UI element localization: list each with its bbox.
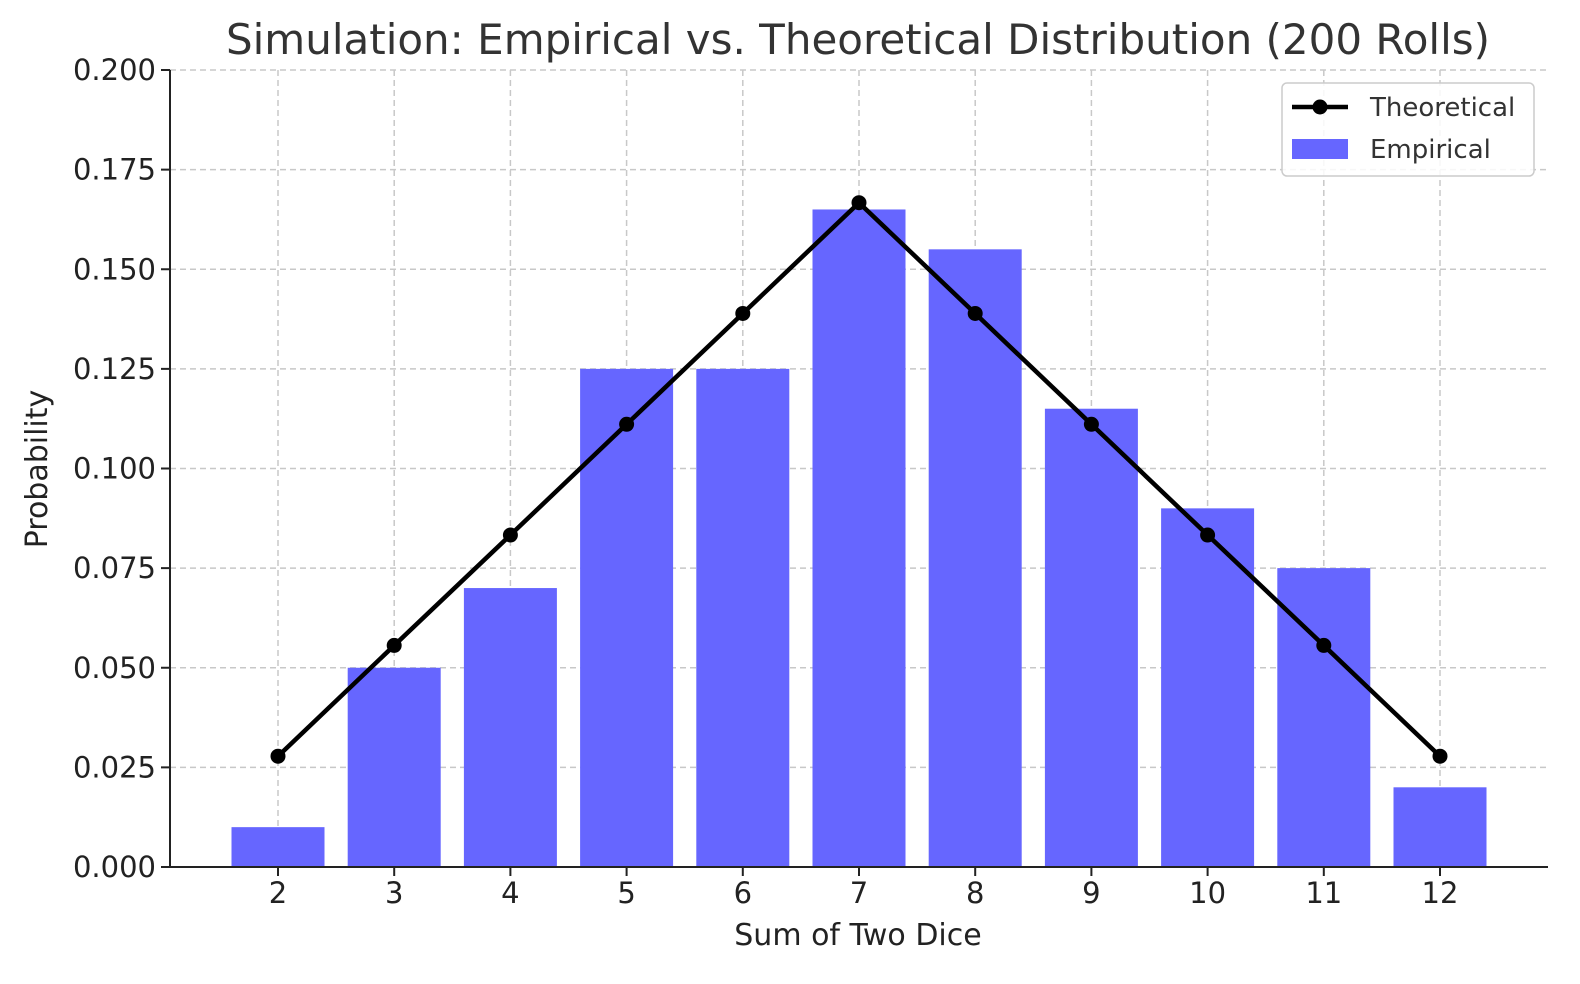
y-tick-label: 0.200 bbox=[73, 53, 156, 87]
theoretical-point-3 bbox=[386, 637, 402, 653]
legend-label: Empirical bbox=[1370, 135, 1491, 165]
y-tick-label: 0.050 bbox=[73, 651, 156, 685]
theoretical-point-6 bbox=[735, 305, 751, 321]
legend-label: Theoretical bbox=[1369, 93, 1515, 123]
legend-swatch-empirical bbox=[1292, 139, 1348, 159]
x-axis-label: Sum of Two Dice bbox=[734, 918, 981, 953]
theoretical-point-11 bbox=[1316, 637, 1332, 653]
tick-layer: 0.000 0.025 0.050 0.075 0.100 0.125 0.150 0.175… bbox=[73, 53, 1458, 910]
bar-empirical-6 bbox=[696, 368, 790, 867]
line-layer bbox=[270, 195, 1448, 764]
theoretical-point-12 bbox=[1432, 748, 1448, 764]
theoretical-point-5 bbox=[619, 416, 635, 432]
bar-empirical-3 bbox=[347, 667, 441, 867]
bar-empirical-7 bbox=[812, 209, 906, 868]
bar-layer bbox=[231, 209, 1487, 868]
x-tick-label: 11 bbox=[1305, 876, 1342, 910]
x-tick-label: 7 bbox=[850, 876, 868, 910]
x-tick-label: 10 bbox=[1189, 876, 1226, 910]
theoretical-point-7 bbox=[851, 195, 867, 211]
bar-empirical-8 bbox=[928, 249, 1022, 867]
bar-empirical-12 bbox=[1393, 787, 1487, 867]
chart-title: Simulation: Empirical vs. Theoretical Di… bbox=[226, 15, 1490, 64]
theoretical-point-4 bbox=[502, 527, 518, 543]
y-tick-label: 0.150 bbox=[73, 252, 156, 286]
theoretical-point-9 bbox=[1083, 416, 1099, 432]
y-tick-label: 0.100 bbox=[73, 452, 156, 486]
bar-empirical-10 bbox=[1161, 508, 1255, 867]
bar-empirical-9 bbox=[1044, 408, 1138, 867]
y-axis-label: Probability bbox=[20, 390, 55, 549]
x-tick-label: 12 bbox=[1422, 876, 1459, 910]
x-tick-label: 3 bbox=[385, 876, 403, 910]
theoretical-point-2 bbox=[270, 748, 286, 764]
theoretical-point-8 bbox=[967, 305, 983, 321]
bar-empirical-5 bbox=[580, 368, 674, 867]
y-tick-label: 0.175 bbox=[73, 153, 156, 187]
legend-swatch-theoretical-marker bbox=[1312, 99, 1328, 115]
x-tick-label: 4 bbox=[501, 876, 519, 910]
bar-empirical-2 bbox=[231, 827, 325, 867]
bar-empirical-4 bbox=[463, 588, 557, 867]
x-tick-label: 2 bbox=[269, 876, 287, 910]
y-tick-label: 0.000 bbox=[73, 850, 156, 884]
x-tick-label: 9 bbox=[1082, 876, 1100, 910]
x-tick-label: 6 bbox=[734, 876, 752, 910]
y-tick-label: 0.125 bbox=[73, 352, 156, 386]
y-tick-label: 0.075 bbox=[73, 551, 156, 585]
y-tick-label: 0.025 bbox=[73, 750, 156, 784]
x-tick-label: 8 bbox=[966, 876, 984, 910]
theoretical-point-10 bbox=[1200, 527, 1216, 543]
legend: Theoretical Empirical bbox=[1281, 82, 1535, 177]
x-tick-label: 5 bbox=[617, 876, 635, 910]
